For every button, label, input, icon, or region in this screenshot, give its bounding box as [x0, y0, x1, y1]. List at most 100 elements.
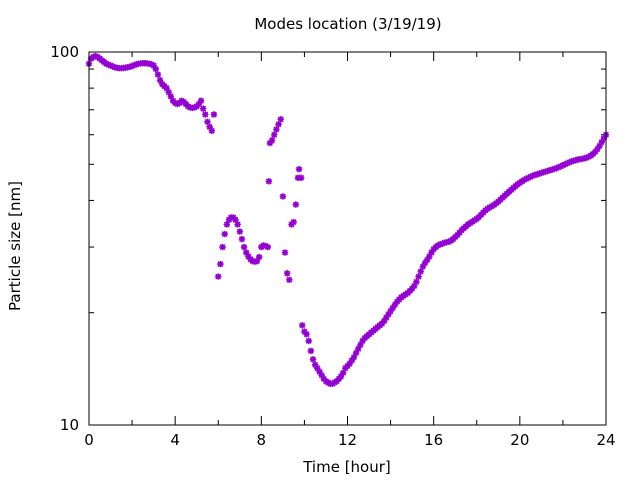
data-point	[564, 160, 571, 167]
data-point	[297, 174, 305, 181]
data-point	[107, 62, 114, 69]
data-point	[311, 361, 319, 369]
data-point	[380, 317, 388, 325]
data-point	[223, 221, 231, 228]
data-point	[350, 353, 358, 361]
data-point	[305, 337, 312, 345]
data-point	[264, 243, 271, 251]
y-tick-label-0: 10	[60, 416, 79, 434]
data-point	[339, 369, 347, 377]
data-point	[103, 60, 110, 67]
data-point	[592, 148, 599, 156]
data-point	[303, 331, 310, 338]
data-point	[255, 253, 263, 261]
data-point	[271, 131, 278, 138]
x-tick-label-3: 12	[338, 431, 357, 449]
data-point	[415, 273, 422, 280]
data-point	[266, 139, 274, 147]
data-point	[352, 349, 360, 357]
data-point	[596, 142, 603, 150]
data-point	[421, 259, 429, 267]
data-point	[265, 178, 273, 185]
data-point	[150, 62, 157, 69]
data-point	[408, 285, 416, 292]
data-point	[295, 166, 303, 173]
data-point	[424, 256, 431, 264]
data-point	[389, 304, 396, 312]
data-point	[557, 163, 564, 170]
data-point	[268, 137, 276, 144]
data-point	[156, 77, 164, 84]
data-point	[553, 165, 560, 172]
data-point	[428, 249, 435, 256]
data-point	[236, 228, 243, 235]
data-point	[419, 263, 427, 270]
x-tick-label-4: 16	[424, 431, 443, 449]
y-tick-label-1: 100	[50, 43, 79, 61]
data-point	[279, 193, 287, 200]
data-point	[385, 311, 392, 318]
data-point	[221, 230, 228, 238]
plot-frame	[88, 51, 607, 426]
data-point	[314, 364, 321, 372]
x-tick-label-6: 24	[596, 431, 615, 449]
data-point	[165, 89, 172, 96]
data-point	[163, 84, 170, 92]
data-point	[152, 65, 159, 73]
data-point	[583, 154, 590, 161]
data-point	[594, 145, 601, 153]
data-point	[210, 111, 218, 118]
y-axis-label: Particle size [nm]	[6, 181, 24, 311]
data-point	[215, 273, 222, 280]
data-point	[286, 276, 293, 284]
data-point	[391, 301, 399, 309]
data-point	[131, 61, 138, 69]
data-point	[109, 63, 116, 70]
data-point	[559, 162, 567, 169]
data-point	[195, 100, 203, 108]
data-point	[238, 235, 246, 243]
data-point	[92, 52, 99, 60]
data-point	[275, 121, 282, 128]
data-point	[337, 373, 345, 380]
data-point	[167, 93, 175, 100]
data-point	[281, 249, 289, 256]
data-point	[299, 322, 306, 329]
data-point	[243, 249, 250, 256]
data-point	[234, 221, 241, 228]
data-point	[90, 53, 97, 61]
x-tick-label-1: 4	[170, 431, 180, 449]
data-point	[387, 307, 394, 315]
data-point	[346, 360, 353, 367]
data-point	[240, 243, 248, 251]
data-point	[309, 356, 317, 363]
data-point	[307, 347, 315, 355]
data-point	[598, 139, 605, 146]
data-point	[206, 123, 213, 131]
data-point	[277, 116, 284, 123]
data-point	[357, 341, 364, 349]
data-point	[411, 282, 418, 290]
x-tick-label-2: 8	[257, 431, 267, 449]
data-point	[316, 368, 323, 375]
data-point	[283, 270, 291, 277]
data-point	[273, 126, 280, 133]
data-point	[561, 161, 569, 168]
data-point	[217, 260, 224, 268]
data-point	[128, 62, 136, 70]
data-point	[253, 257, 261, 265]
data-point	[600, 135, 608, 142]
chart-title: Modes location (3/19/19)	[254, 15, 441, 33]
data-point	[555, 164, 562, 171]
data-point	[417, 268, 424, 275]
data-point	[154, 71, 162, 78]
data-points	[85, 52, 610, 387]
data-point	[105, 61, 112, 68]
data-point	[294, 174, 302, 181]
data-point	[348, 357, 356, 364]
data-point	[219, 243, 226, 251]
data-point	[208, 127, 215, 134]
x-tick-label-0: 0	[84, 431, 94, 449]
data-point	[413, 278, 420, 286]
